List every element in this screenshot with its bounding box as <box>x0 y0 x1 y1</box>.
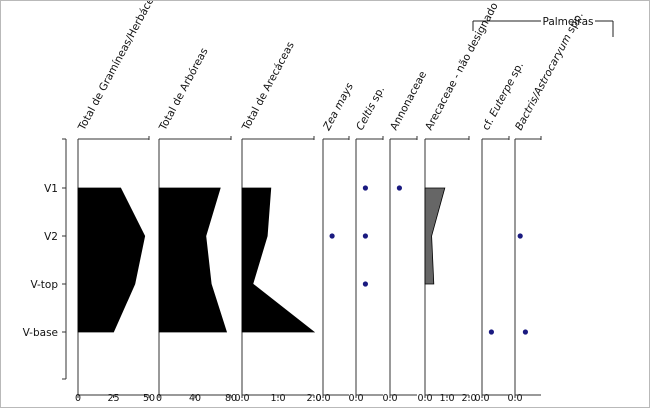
panel-title-celtis-sp: Celtis sp. <box>354 84 387 132</box>
tick-label-total-de-arecaceas-0: 0.0 <box>234 393 249 404</box>
sample-label-v1: V1 <box>44 183 58 195</box>
tick-label-total-de-arecaceas-1: 1.0 <box>270 393 285 404</box>
panel-title-total-de-arboreas: Total de Arbóreas <box>157 46 211 133</box>
tick-label-arecaceae-nao-designado-0: 0.0 <box>417 393 432 404</box>
tick-label-total-de-arboreas-0: 0 <box>156 393 162 404</box>
area-total-de-gramineas-herbaceas <box>77 187 146 333</box>
area-total-de-arboreas <box>158 187 228 333</box>
panel-title-annonaceae: Annonaceae <box>388 69 429 132</box>
point-cf-euterpe-sp-v-base <box>488 329 494 335</box>
panel-title-zea-mays: Zea mays <box>321 81 357 134</box>
tick-label-arecaceae-nao-designado-2: 2.0 <box>461 393 476 404</box>
point-celtis-sp-v2 <box>362 233 368 239</box>
point-celtis-sp-v-top <box>362 281 368 287</box>
point-celtis-sp-v1 <box>362 185 368 191</box>
point-bactris-astrocaryum-spp-v2 <box>517 233 523 239</box>
tick-label-arecaceae-nao-designado-1: 1.0 <box>439 393 454 404</box>
panel-title-bactris-astrocaryum-spp: Bactris/Astrocaryum spp. <box>513 10 586 133</box>
tick-label-zea-mays-0: 0.0 <box>315 393 330 404</box>
sample-label-v-top: V-top <box>30 279 58 291</box>
area-total-de-arecaceas <box>241 187 316 333</box>
tick-label-celtis-sp-0: 0.0 <box>348 393 363 404</box>
sample-label-v-base: V-base <box>23 327 58 339</box>
group-label: Palmeiras <box>542 16 593 28</box>
tick-label-cf-euterpe-sp-0: 0.0 <box>474 393 489 404</box>
tick-label-total-de-gramineas-herbaceas-1: 25 <box>107 393 119 404</box>
sample-label-v2: V2 <box>44 231 58 243</box>
panel-title-total-de-arecaceas: Total de Arecáceas <box>240 40 297 133</box>
panel-title-total-de-gramineas-herbaceas: Total de Gramíneas/Herbáceas <box>76 1 163 133</box>
tick-label-total-de-gramineas-herbaceas-0: 0 <box>75 393 81 404</box>
tick-label-total-de-arboreas-2: 80 <box>225 393 237 404</box>
tick-label-annonaceae-0: 0.0 <box>382 393 397 404</box>
point-annonaceae-v1 <box>396 185 402 191</box>
area-arecaceae-nao-designado <box>424 187 446 285</box>
point-bactris-astrocaryum-spp-v-base <box>522 329 529 335</box>
point-zea-mays-v2 <box>329 233 335 239</box>
tick-label-total-de-gramineas-herbaceas-2: 50 <box>143 393 155 404</box>
tick-label-total-de-arboreas-1: 40 <box>189 393 201 404</box>
tick-label-total-de-arecaceas-2: 2.0 <box>306 393 321 404</box>
tick-label-bactris-astrocaryum-spp-0: 0.0 <box>507 393 522 404</box>
